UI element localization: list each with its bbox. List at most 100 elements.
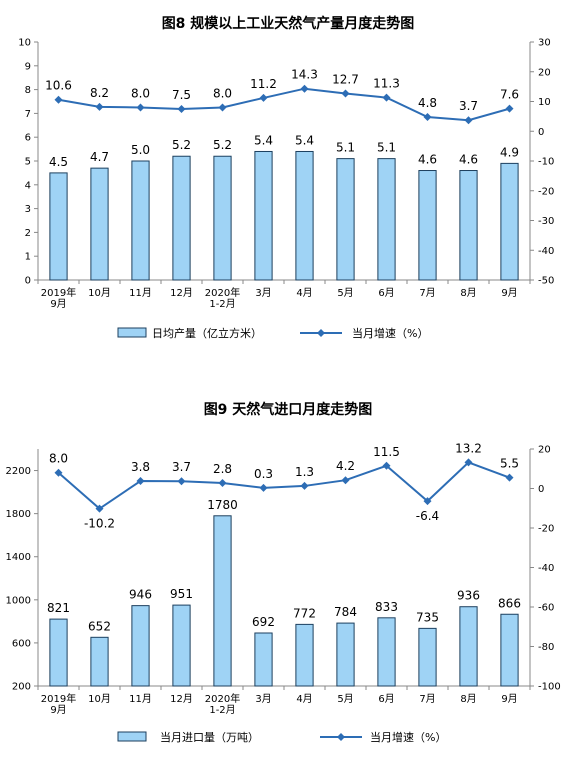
x-tick-label: 6月 xyxy=(378,287,394,299)
bar xyxy=(500,162,519,281)
line-point xyxy=(218,103,227,112)
bar xyxy=(49,172,68,281)
bar-data-label: 692 xyxy=(252,615,275,629)
bar xyxy=(377,158,396,281)
bar xyxy=(49,618,68,687)
bar xyxy=(295,623,314,687)
chart-title: 图8 规模以上工业天然气产量月度走势图 xyxy=(162,15,415,32)
legend-bar-label: 当月进口量（万吨） xyxy=(160,730,259,744)
y-left-tick-label: 9 xyxy=(25,61,31,72)
y-left-tick-label: 6 xyxy=(25,133,31,144)
x-tick-label: 2019年 xyxy=(41,286,76,299)
y-right-tick-label: -60 xyxy=(538,603,554,614)
x-tick-label: 7月 xyxy=(419,287,435,299)
line-point xyxy=(382,93,391,102)
y-left-tick-label: 7 xyxy=(25,109,31,120)
y-right-tick-label: 30 xyxy=(538,38,551,49)
x-tick-label: 3月 xyxy=(255,287,271,299)
bar xyxy=(90,636,109,687)
bar-data-label: 5.2 xyxy=(213,138,232,152)
y-right-tick-label: -80 xyxy=(538,642,554,653)
y-left-tick-label: 3 xyxy=(25,204,31,215)
bar-data-label: 652 xyxy=(88,619,111,633)
y-left-tick-label: 2 xyxy=(25,228,31,239)
line-point xyxy=(218,478,227,487)
line-point xyxy=(505,473,514,482)
y-left-tick-label: 600 xyxy=(12,638,31,649)
bar-data-label: 5.0 xyxy=(131,143,150,157)
line-point xyxy=(464,116,473,125)
line-point xyxy=(423,112,432,121)
y-left-tick-label: 8 xyxy=(25,85,31,96)
x-tick-label: 9月 xyxy=(50,298,66,310)
bar xyxy=(254,632,273,687)
bar-data-label: 946 xyxy=(129,588,152,602)
line-data-label: 5.5 xyxy=(500,457,519,471)
legend-line-marker xyxy=(337,733,345,741)
bar xyxy=(90,167,109,281)
legend-bar-swatch xyxy=(117,731,147,742)
line-point xyxy=(259,483,268,492)
y-right-tick-label: 0 xyxy=(538,484,544,495)
line-data-label: 8.2 xyxy=(90,86,109,100)
y-right-tick-label: -20 xyxy=(538,524,554,535)
line-data-label: 11.5 xyxy=(373,445,400,459)
x-tick-label: 9月 xyxy=(501,287,517,299)
bar-data-label: 5.2 xyxy=(172,138,191,152)
line-point xyxy=(341,89,350,98)
y-right-tick-label: -40 xyxy=(538,563,554,574)
line-data-label: 12.7 xyxy=(332,72,359,86)
line-point xyxy=(505,104,514,113)
y-right-tick-label: 20 xyxy=(538,67,551,78)
bar-data-label: 4.6 xyxy=(459,153,478,167)
bar-data-label: 4.9 xyxy=(500,145,519,159)
line-point xyxy=(259,93,268,102)
line-data-label: 7.6 xyxy=(500,88,519,102)
y-left-tick-label: 200 xyxy=(12,682,31,693)
bar xyxy=(500,613,519,687)
growth-line xyxy=(57,461,510,510)
y-right-tick-label: -10 xyxy=(538,157,554,168)
line-data-label: 8.0 xyxy=(131,86,150,100)
line-data-label: 8.0 xyxy=(49,452,68,466)
line-point xyxy=(54,468,63,477)
x-tick-label: 7月 xyxy=(419,693,435,705)
y-right-tick-label: -20 xyxy=(538,186,554,197)
line-data-label: 3.7 xyxy=(459,99,478,113)
line-point xyxy=(382,461,391,470)
y-left-tick-label: 2200 xyxy=(6,466,31,477)
y-left-tick-label: 0 xyxy=(25,276,31,287)
legend-bar-label: 日均产量（亿立方米） xyxy=(152,326,262,340)
bar-data-label: 4.6 xyxy=(418,153,437,167)
line-point xyxy=(95,504,104,513)
line-data-label: 11.2 xyxy=(250,77,277,91)
line-data-label: 1.3 xyxy=(295,465,314,479)
x-tick-label: 10月 xyxy=(88,693,111,705)
bar-data-label: 4.7 xyxy=(90,150,109,164)
legend-line-marker xyxy=(317,329,325,337)
bar xyxy=(213,515,232,687)
line-data-label: 0.3 xyxy=(254,467,273,481)
bar-data-label: 1780 xyxy=(207,498,238,512)
line-point xyxy=(136,103,145,112)
line-data-label: 14.3 xyxy=(291,68,318,82)
bar xyxy=(418,627,437,687)
bar-data-label: 951 xyxy=(170,587,193,601)
line-data-label: -10.2 xyxy=(84,517,115,531)
bar xyxy=(336,622,355,687)
x-tick-label: 8月 xyxy=(460,287,476,299)
line-point xyxy=(300,84,309,93)
x-tick-label: 5月 xyxy=(337,693,353,705)
line-point xyxy=(136,476,145,485)
bar xyxy=(131,160,150,281)
line-point xyxy=(95,102,104,111)
line-data-label: 13.2 xyxy=(455,441,482,455)
bar xyxy=(459,606,478,687)
chart-1: 图8 规模以上工业天然气产量月度走势图 0 1 2 3 4 5 6 7 8 9 10 -50 -40 -30… xyxy=(18,15,554,340)
bar-data-label: 735 xyxy=(416,610,439,624)
bar xyxy=(377,617,396,687)
chart-2: 图9 天然气进口月度走势图2006001000140018002200-100-… xyxy=(6,401,561,744)
line-data-label: 11.3 xyxy=(373,77,400,91)
